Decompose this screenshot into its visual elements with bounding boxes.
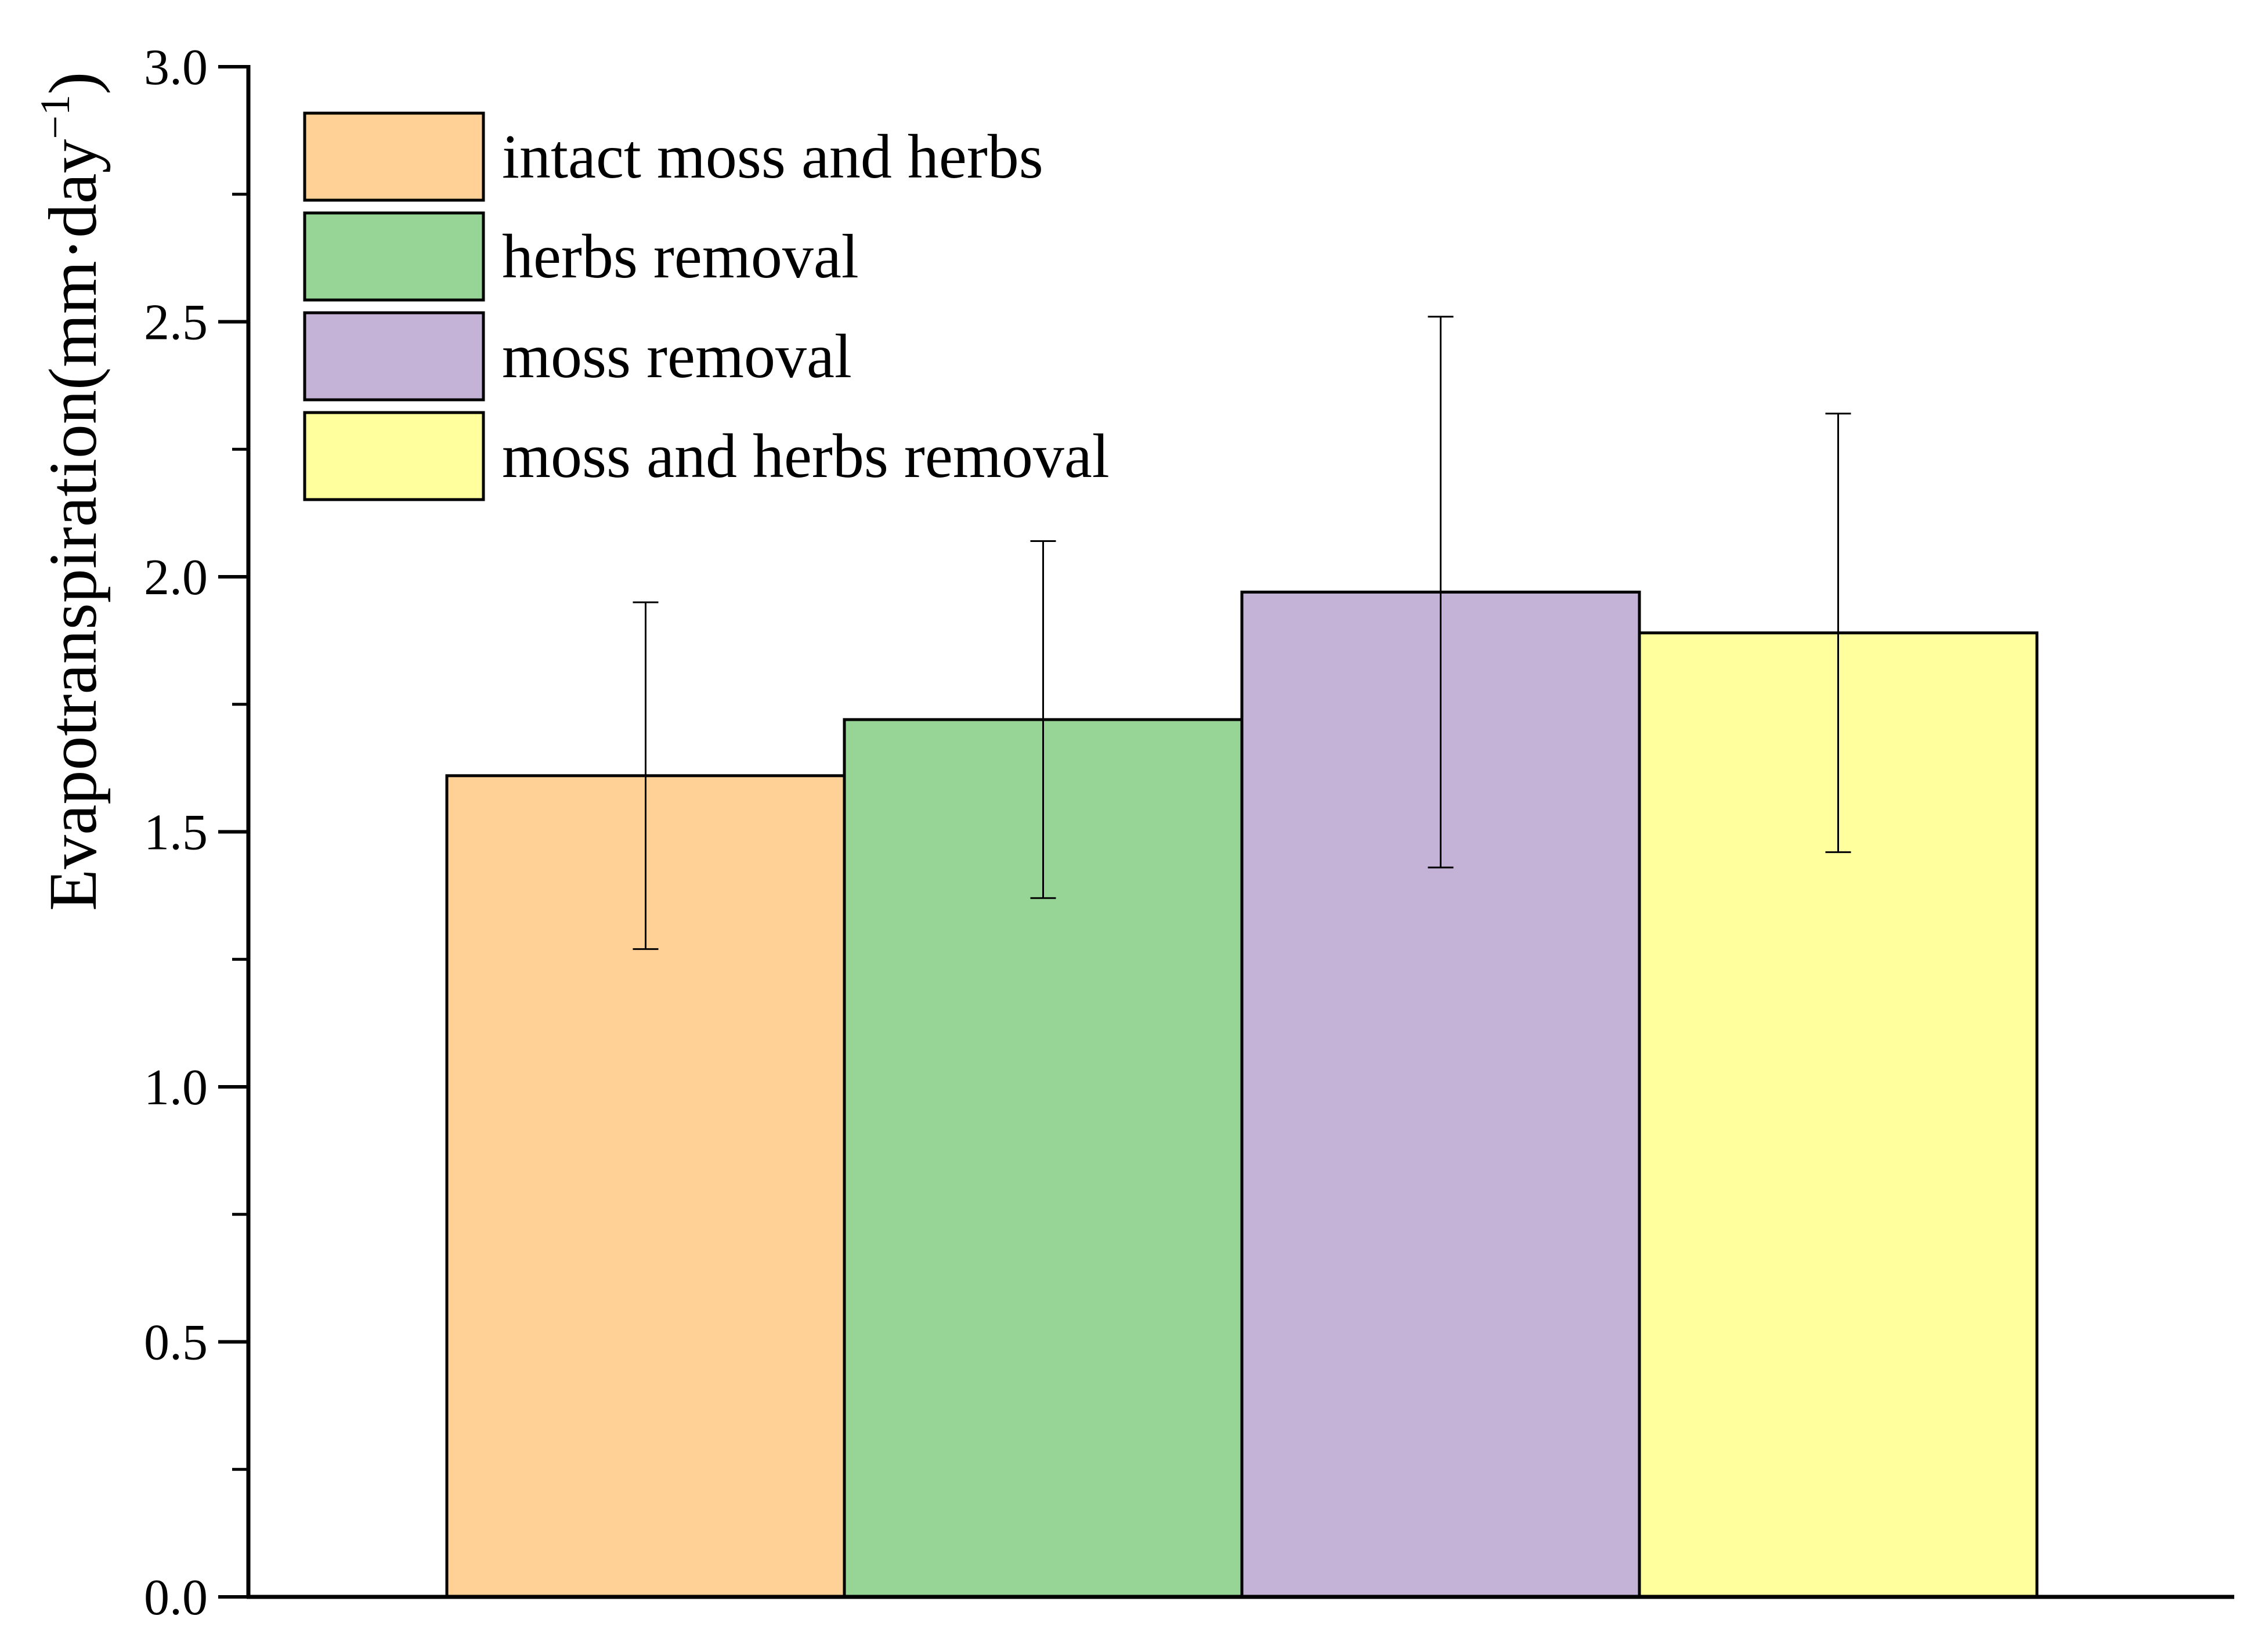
- error-bar-intact-moss-and-herbs: [633, 601, 659, 950]
- legend-swatch: [303, 411, 485, 501]
- error-bar-moss-and-herbs-removal: [1825, 413, 1851, 854]
- error-bar-herbs-removal: [1030, 540, 1056, 899]
- y-tick-label: 0.5: [144, 1315, 208, 1371]
- bars-group: [445, 590, 2039, 1599]
- y-tick-label: 2.0: [144, 550, 208, 606]
- y-axis-title-main: Evapotranspiration(mm·day: [35, 139, 111, 911]
- legend-swatch: [303, 311, 485, 402]
- error-bar-moss-removal: [1428, 316, 1454, 869]
- legend-item-moss-and-herbs-removal: moss and herbs removal: [303, 411, 1110, 501]
- y-axis-title: Evapotranspiration(mm·day−1): [32, 72, 111, 911]
- y-tick-label: 2.5: [144, 295, 208, 351]
- y-axis-title-superscript: −1: [32, 95, 78, 139]
- legend-swatch: [303, 111, 485, 202]
- error-bars-group: [633, 316, 1851, 950]
- legend-label: herbs removal: [502, 222, 859, 291]
- y-tick-label: 1.5: [144, 805, 208, 861]
- y-tick-label: 0.0: [144, 1570, 208, 1626]
- legend-item-moss-removal: moss removal: [303, 311, 852, 402]
- legend-label: moss and herbs removal: [502, 422, 1110, 491]
- y-tick-label: 1.0: [144, 1060, 208, 1116]
- y-tick-label: 3.0: [144, 39, 208, 96]
- legend-item-herbs-removal: herbs removal: [303, 211, 859, 302]
- legend-label: intact moss and herbs: [502, 122, 1043, 191]
- legend-item-intact-moss-and-herbs: intact moss and herbs: [303, 111, 1043, 202]
- y-axis-title-close: ): [35, 72, 111, 95]
- legend: intact moss and herbs herbs removal moss r…: [303, 111, 1110, 501]
- axes-group: 0.0 0.5 1.0 1.5 2.0 2.5 3.0: [144, 39, 2234, 1626]
- legend-swatch: [303, 211, 485, 302]
- legend-label: moss removal: [502, 322, 852, 391]
